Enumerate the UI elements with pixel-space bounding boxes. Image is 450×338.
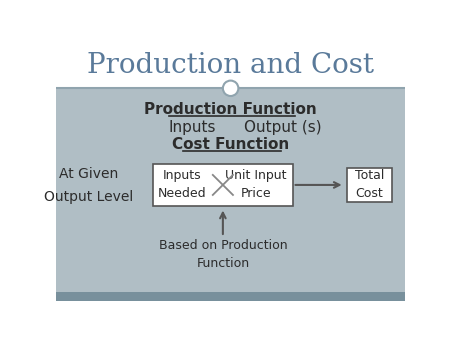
Text: Cost Function: Cost Function xyxy=(172,137,289,152)
Text: Inputs: Inputs xyxy=(168,120,216,135)
Text: Inputs
Needed: Inputs Needed xyxy=(158,169,206,200)
Circle shape xyxy=(223,80,238,96)
Bar xyxy=(56,88,405,292)
Bar xyxy=(347,168,392,202)
Text: Based on Production
Function: Based on Production Function xyxy=(158,239,287,270)
Bar xyxy=(153,164,292,206)
Text: Output (s): Output (s) xyxy=(244,120,321,135)
Text: Total
Cost: Total Cost xyxy=(355,169,384,200)
Text: Production Function: Production Function xyxy=(144,102,317,117)
Text: At Given
Output Level: At Given Output Level xyxy=(44,167,134,204)
Bar xyxy=(56,292,405,301)
Text: Production and Cost: Production and Cost xyxy=(87,52,374,79)
Text: Unit Input
Price: Unit Input Price xyxy=(225,169,287,200)
Bar xyxy=(56,41,405,88)
